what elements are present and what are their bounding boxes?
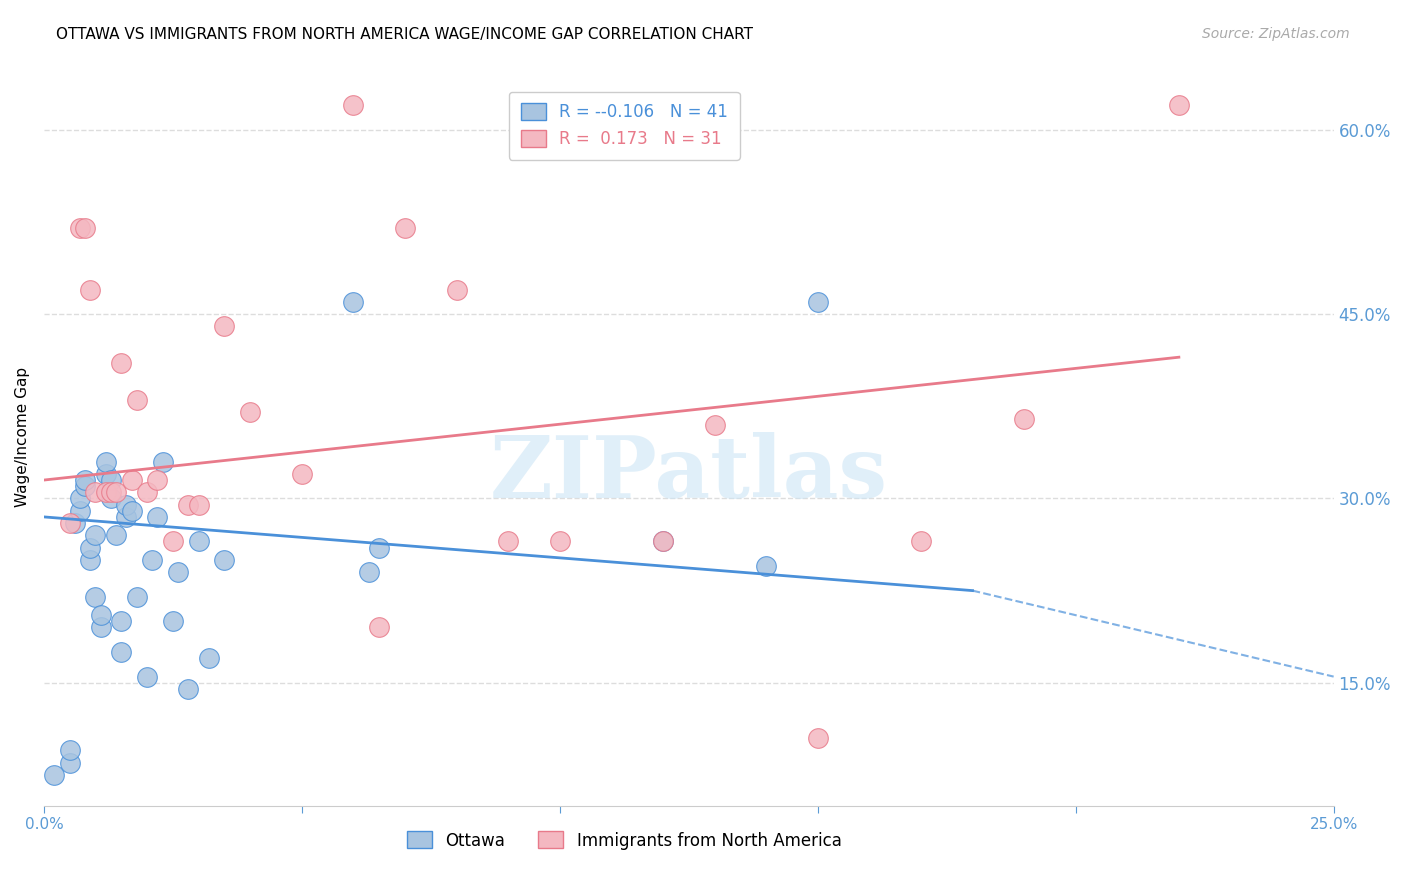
Point: [146, 509, 169, 524]
Point: [75, 221, 97, 235]
Point: [94, 455, 117, 469]
Point: [69, 221, 91, 235]
Point: [652, 534, 675, 549]
Point: [167, 565, 190, 579]
Point: [59, 756, 82, 770]
Point: [703, 417, 725, 432]
Point: [90, 608, 112, 623]
Point: [239, 405, 262, 419]
Point: [496, 534, 519, 549]
Point: [177, 681, 200, 696]
Point: [100, 473, 122, 487]
Point: [187, 498, 209, 512]
Point: [652, 534, 675, 549]
Point: [79, 283, 101, 297]
Text: OTTAWA VS IMMIGRANTS FROM NORTH AMERICA WAGE/INCOME GAP CORRELATION CHART: OTTAWA VS IMMIGRANTS FROM NORTH AMERICA …: [56, 27, 754, 42]
Point: [125, 590, 148, 604]
Point: [94, 467, 117, 481]
Point: [79, 541, 101, 555]
Point: [807, 731, 830, 745]
Point: [100, 491, 122, 506]
Point: [1012, 411, 1035, 425]
Point: [84, 528, 107, 542]
Point: [75, 479, 97, 493]
Point: [115, 509, 138, 524]
Point: [162, 615, 184, 629]
Point: [59, 743, 82, 757]
Point: [1167, 98, 1189, 112]
Point: [368, 541, 391, 555]
Point: [121, 504, 143, 518]
Point: [63, 516, 86, 530]
Point: [69, 504, 91, 518]
Text: ZIPatlas: ZIPatlas: [489, 432, 887, 516]
Point: [214, 319, 236, 334]
Point: [84, 590, 107, 604]
Point: [357, 565, 380, 579]
Point: [548, 534, 571, 549]
Point: [69, 491, 91, 506]
Point: [214, 553, 236, 567]
Point: [187, 534, 209, 549]
Point: [910, 534, 932, 549]
Text: Source: ZipAtlas.com: Source: ZipAtlas.com: [1202, 27, 1350, 41]
Point: [94, 485, 117, 500]
Point: [125, 393, 148, 408]
Point: [105, 485, 128, 500]
Point: [141, 553, 163, 567]
Point: [59, 516, 82, 530]
Point: [198, 651, 221, 665]
Point: [136, 670, 159, 684]
Point: [136, 485, 159, 500]
Point: [291, 467, 314, 481]
Point: [115, 498, 138, 512]
Point: [100, 485, 122, 500]
Point: [807, 294, 830, 309]
Point: [84, 485, 107, 500]
Point: [755, 559, 778, 574]
Point: [110, 615, 132, 629]
Point: [90, 620, 112, 634]
Point: [44, 768, 66, 782]
Point: [394, 221, 416, 235]
Legend: R = --0.106   N = 41, R =  0.173   N = 31: R = --0.106 N = 41, R = 0.173 N = 31: [509, 92, 740, 160]
Point: [146, 473, 169, 487]
Point: [152, 455, 174, 469]
Point: [162, 534, 184, 549]
Point: [75, 473, 97, 487]
Point: [110, 645, 132, 659]
Y-axis label: Wage/Income Gap: Wage/Income Gap: [15, 367, 30, 508]
Point: [342, 98, 364, 112]
Point: [105, 528, 128, 542]
Point: [110, 356, 132, 370]
Point: [121, 473, 143, 487]
Point: [79, 553, 101, 567]
Point: [177, 498, 200, 512]
Point: [446, 283, 468, 297]
Point: [342, 294, 364, 309]
Point: [368, 620, 391, 634]
